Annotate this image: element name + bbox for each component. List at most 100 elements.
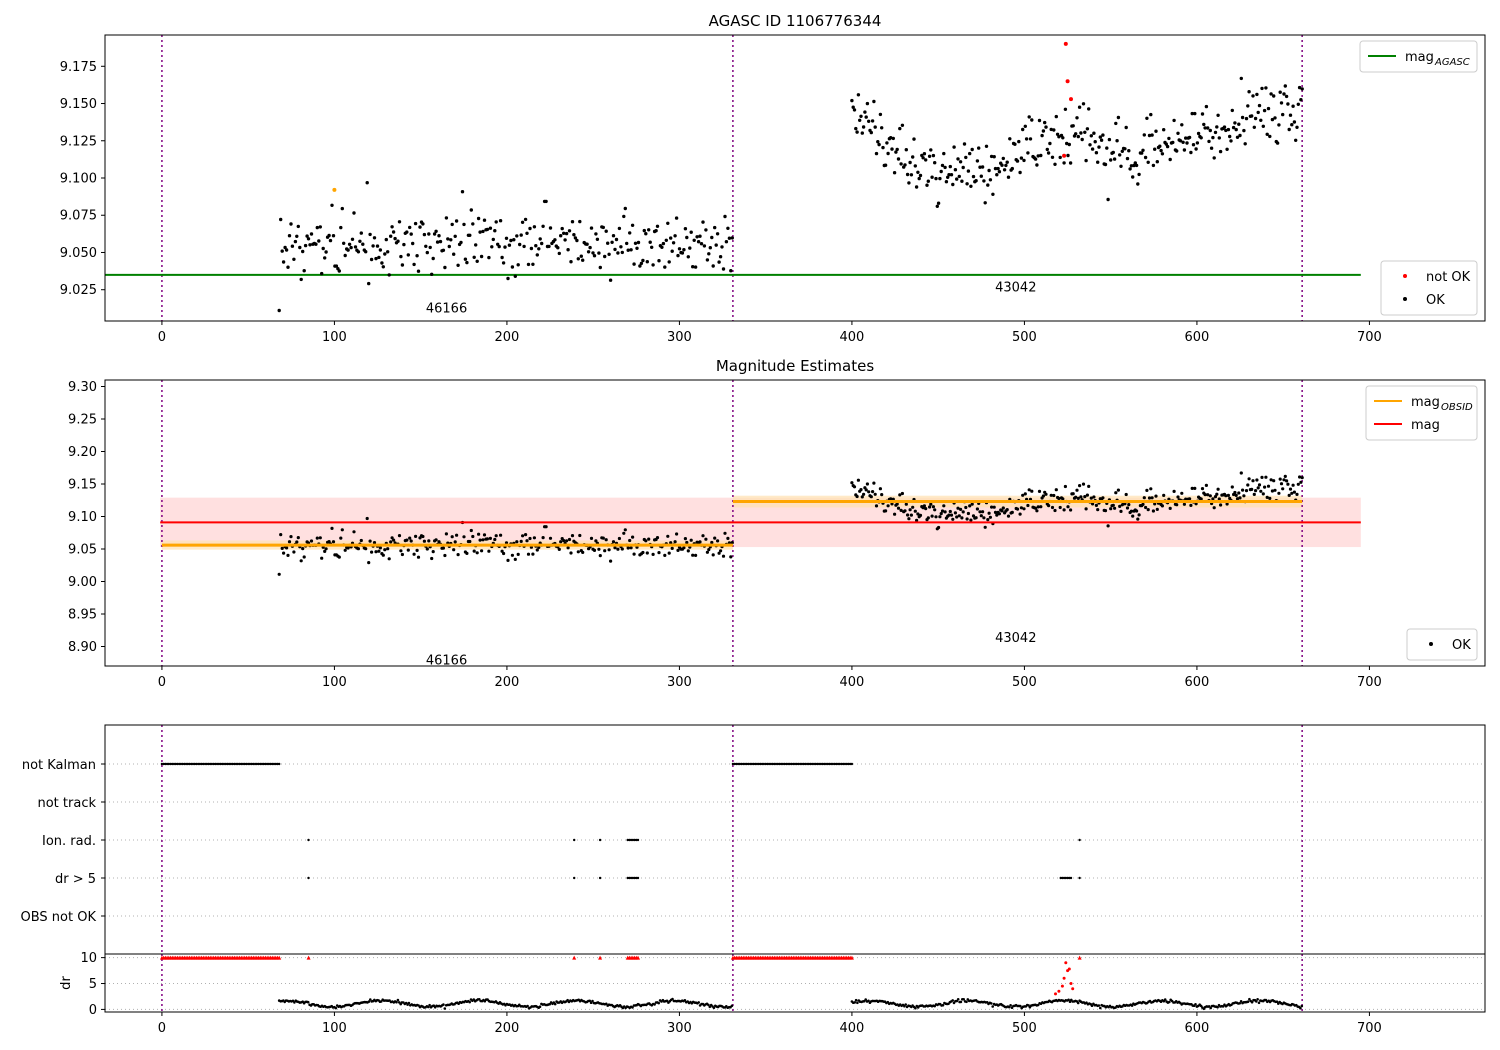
ok-point — [389, 540, 393, 544]
ok-point — [506, 276, 510, 281]
flag-point — [181, 762, 184, 766]
dr-capped-marker — [572, 955, 577, 960]
ok-point — [870, 119, 875, 123]
ok-point — [1151, 163, 1156, 168]
flag-point — [767, 762, 771, 766]
ok-point — [874, 504, 879, 508]
ok-point — [878, 487, 883, 491]
ok-point — [667, 551, 671, 555]
ok-point — [447, 244, 451, 249]
ok-point — [951, 182, 955, 187]
ok-point — [867, 119, 871, 124]
ok-point — [997, 170, 1002, 174]
ok-point — [400, 263, 405, 267]
ok-point — [1039, 505, 1043, 509]
ok-point — [534, 244, 538, 248]
ok-point — [710, 235, 714, 240]
ok-point — [1225, 502, 1229, 506]
ok-point — [1035, 163, 1039, 167]
ok-point — [878, 112, 883, 117]
flag-point — [845, 762, 848, 766]
ok-point — [1099, 138, 1104, 142]
ok-point — [323, 549, 327, 554]
dr-point — [1097, 1004, 1101, 1007]
flag-point — [628, 838, 631, 842]
ok-point — [663, 265, 667, 269]
ok-point — [412, 552, 416, 556]
ok-point — [1268, 496, 1272, 500]
flag-point — [790, 762, 793, 766]
ok-point — [1010, 166, 1014, 171]
dr-point — [856, 1001, 859, 1005]
ok-point — [1026, 151, 1030, 155]
ok-point — [1165, 144, 1170, 149]
dr-point — [707, 1003, 710, 1007]
x-tick-label: 600 — [1185, 675, 1210, 690]
ok-point — [412, 262, 416, 267]
dr-point — [553, 1002, 557, 1006]
ok-point — [730, 236, 734, 240]
ok-point — [670, 546, 674, 551]
legend: OK — [1406, 628, 1478, 661]
ok-point — [1074, 495, 1078, 499]
ok-point — [1257, 483, 1262, 487]
flag-point — [793, 762, 797, 766]
ok-point — [427, 232, 431, 236]
ok-point — [987, 168, 991, 173]
ok-point — [1044, 492, 1048, 496]
ok-point — [1062, 508, 1066, 512]
y-tick-label: 9.15 — [68, 478, 97, 493]
ok-point — [604, 538, 608, 542]
ok-point — [1282, 478, 1286, 482]
ok-point — [1200, 487, 1205, 491]
ok-point — [296, 536, 300, 540]
ok-point — [622, 214, 626, 219]
dr-point — [653, 1003, 656, 1006]
ok-point — [978, 510, 982, 514]
ok-point — [1153, 147, 1157, 151]
ok-point — [915, 518, 919, 523]
ok-point — [1213, 495, 1218, 499]
ok-point — [926, 179, 930, 183]
dr-spike-point — [1060, 984, 1064, 988]
ok-point — [1092, 495, 1096, 499]
ok-point — [449, 238, 453, 242]
ok-point — [688, 246, 692, 250]
x-tick-label: 600 — [1185, 1021, 1210, 1036]
dr-point — [591, 999, 594, 1003]
ok-point — [303, 243, 308, 248]
ok-point — [1182, 502, 1186, 506]
ok-point — [1145, 116, 1149, 121]
ok-point — [1180, 123, 1184, 127]
flag-point — [1062, 876, 1066, 880]
flag-point — [238, 762, 241, 766]
ok-point — [1087, 107, 1091, 111]
ok-point — [940, 509, 945, 513]
ok-point — [968, 504, 972, 508]
ok-point — [597, 251, 601, 255]
ok-point — [948, 164, 952, 169]
ok-point — [1098, 135, 1103, 139]
ok-point — [692, 238, 696, 242]
ok-point — [891, 497, 895, 501]
ok-point — [482, 218, 487, 222]
flag-point — [169, 762, 172, 766]
ok-point — [607, 252, 611, 256]
ok-point — [869, 495, 873, 499]
ok-point — [1299, 480, 1303, 484]
ok-point — [958, 160, 963, 164]
dr-capped-marker — [306, 955, 311, 960]
ok-point — [933, 161, 937, 165]
ok-point — [1266, 484, 1271, 488]
ok-point — [908, 160, 912, 165]
ok-point — [443, 553, 447, 558]
ok-point — [478, 538, 482, 542]
ok-point — [983, 201, 987, 205]
ok-point — [918, 513, 923, 518]
ok-point — [337, 269, 341, 273]
x-tick-label: 100 — [322, 1021, 347, 1036]
ok-point — [873, 125, 877, 129]
ok-point — [644, 232, 648, 236]
ok-point — [873, 492, 877, 496]
ok-point — [930, 175, 934, 179]
